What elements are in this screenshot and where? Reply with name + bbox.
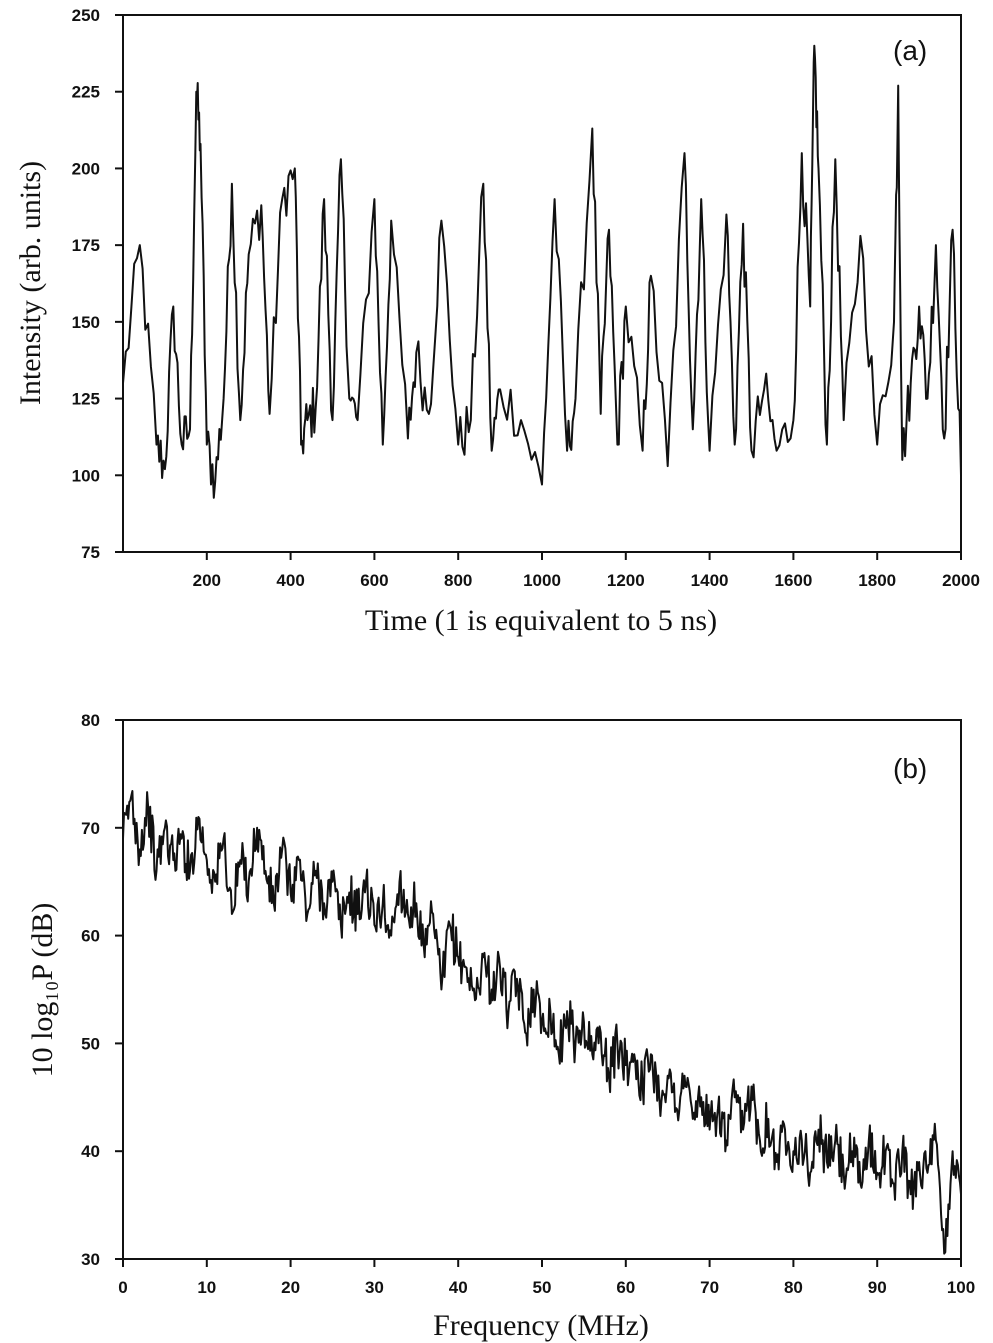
x-tick-label: 1800 [858,571,896,590]
y-tick-label: 40 [81,1142,100,1161]
x-tick-label: 800 [444,571,472,590]
panel-label-b: (b) [893,753,927,784]
x-tick-label: 0 [118,1278,127,1297]
x-tick-label: 400 [276,571,304,590]
y-tick-label: 75 [81,543,100,562]
x-axis-title-b: Frequency (MHz) [433,1309,649,1342]
y-tick-label: 200 [72,159,100,178]
y-tick-label: 70 [81,819,100,838]
y-tick-label: 125 [72,390,100,409]
y-tick-label: 250 [72,6,100,25]
x-tick-label: 60 [616,1278,635,1297]
x-tick-label: 1200 [607,571,645,590]
y-tick-label: 50 [81,1034,100,1053]
x-ticks-a: 200 400 600 800 1000 1200 1400 1600 1800 2000 [193,552,980,590]
x-tick-label: 50 [533,1278,552,1297]
x-tick-label: 40 [449,1278,468,1297]
y-axis-title-b: 10 log₁₀P (dB) [26,903,59,1078]
x-tick-label: 80 [784,1278,803,1297]
x-tick-label: 200 [193,571,221,590]
x-tick-label: 20 [281,1278,300,1297]
x-tick-label: 600 [360,571,388,590]
x-axis-title-a: Time (1 is equivalent to 5 ns) [365,604,717,637]
x-tick-label: 1600 [774,571,812,590]
y-tick-label: 30 [81,1250,100,1269]
x-tick-label: 90 [868,1278,887,1297]
panel-label-a: (a) [893,35,927,66]
y-tick-label: 60 [81,927,100,946]
x-tick-label: 30 [365,1278,384,1297]
plot-frame-b [122,719,962,1260]
y-axis-title-a: Intensity (arb. units) [14,161,47,405]
y-ticks-a: 250 225 200 175 150 125 100 75 [72,6,123,562]
x-tick-label: 2000 [942,571,980,590]
x-tick-label: 100 [947,1278,975,1297]
y-tick-label: 175 [72,236,100,255]
x-tick-label: 1400 [691,571,729,590]
x-tick-label: 70 [700,1278,719,1297]
y-tick-label: 225 [72,83,100,102]
y-tick-label: 100 [72,466,100,485]
power-spectrum-series-line [122,790,962,1255]
y-tick-label: 150 [72,313,100,332]
y-tick-label: 80 [81,711,100,730]
x-tick-label: 1000 [523,571,561,590]
x-tick-label: 10 [197,1278,216,1297]
panel-a: 250 225 200 175 150 125 100 75 200 400 600 800 1000… [14,6,980,637]
y-ticks-b: 80 70 60 50 40 30 [81,711,123,1269]
intensity-series-line [122,44,962,499]
x-ticks-b: 0 10 20 30 40 50 60 70 80 90 100 [118,1259,975,1297]
